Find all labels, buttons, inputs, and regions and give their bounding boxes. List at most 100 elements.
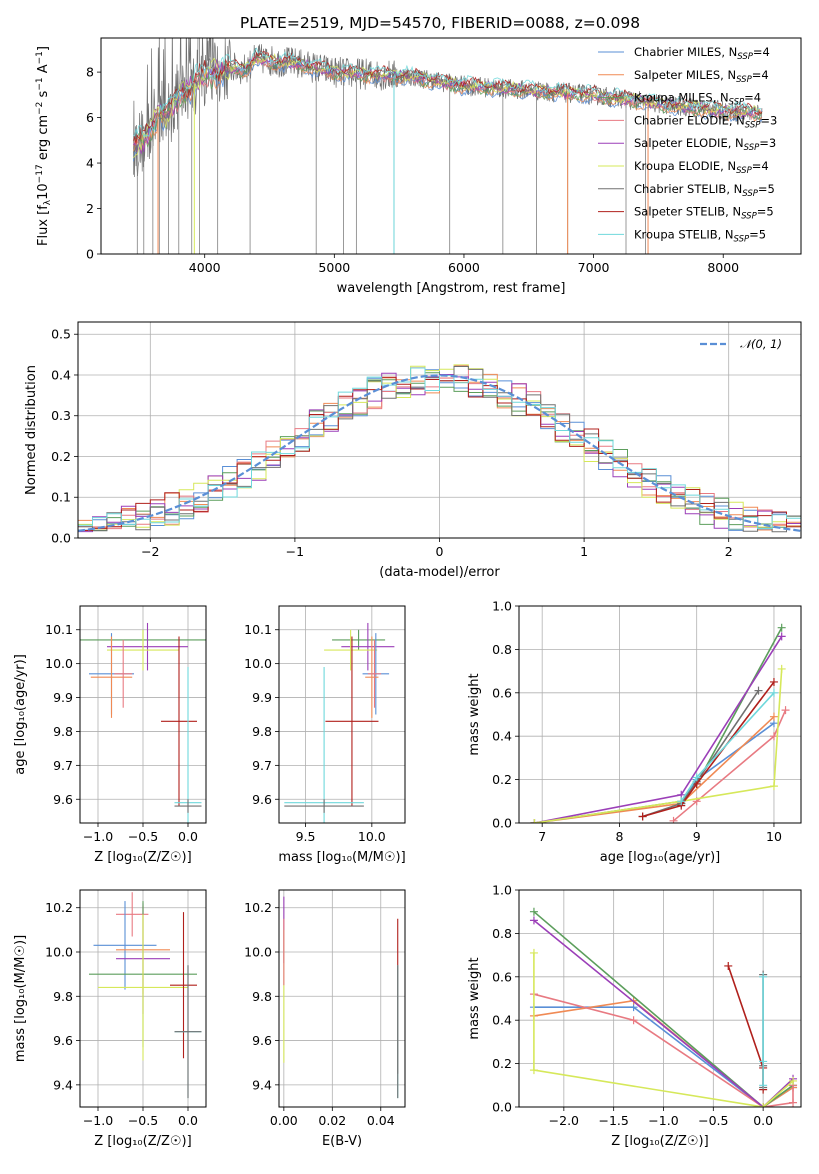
y-tick-label: 0.4: [492, 1013, 512, 1028]
model-spectrum-line: [133, 55, 763, 153]
legend-entry: 𝒩(0, 1): [740, 337, 782, 351]
spectrum-frame: [100, 37, 802, 255]
x-tick-label: 8: [615, 829, 623, 844]
y-tick-label: 10.2: [45, 900, 73, 915]
y-tick-label: 9.9: [53, 690, 73, 705]
y-tick-label: 9.8: [252, 989, 272, 1004]
series-marker: [769, 712, 778, 721]
y-tick-label: 0.5: [51, 327, 71, 342]
y-tick-label: 10.0: [244, 656, 272, 671]
y-axis-label-part: s: [36, 90, 51, 101]
series-marker: [529, 907, 538, 916]
series-marker: [638, 812, 647, 821]
errorbar-point: [90, 636, 133, 718]
legend-subscript: SSP: [737, 52, 753, 62]
mass-vs-Z-plot: [89, 892, 202, 1099]
x-tick-label: 0.00: [270, 1113, 298, 1128]
series-marker: [529, 916, 538, 925]
series-marker: [759, 1103, 768, 1107]
y-tick-label: 10.2: [244, 900, 272, 915]
legend-entry: Chabrier MILES, NSSP=4: [634, 45, 770, 62]
age-vs-mass-grid: [279, 606, 405, 823]
legend-nssp: =4: [752, 68, 769, 82]
y-tick-label: 0.2: [492, 1056, 512, 1071]
series-marker: [759, 1081, 768, 1090]
mass-vs-EBV-frame-group: 0.00 0.02 0.04 9.4 9.6 9.8 10.0 10.2 E(B-V): [244, 889, 406, 1149]
legend-subscript: SSP: [741, 212, 757, 222]
legend-series-name: Chabrier MILES, N: [634, 45, 737, 59]
y-tick-label: 0.4: [51, 367, 71, 382]
errorbar-point: [107, 629, 179, 671]
y-tick-label: 0: [86, 247, 94, 262]
series-line: [534, 635, 783, 823]
y-tick-label: 10.0: [244, 945, 272, 960]
series-line: [533, 911, 794, 1107]
x-tick-label: 10.0: [358, 829, 386, 844]
errorbar-point: [174, 799, 202, 813]
y-axis-label: mass weight: [467, 673, 482, 755]
series-marker: [769, 688, 778, 697]
legend-entry: Chabrier STELIB, NSSP=5: [634, 182, 775, 199]
series-line: [533, 952, 794, 1107]
y-tick-label: 0.2: [492, 772, 512, 787]
y-axis-label-part: −2: [35, 102, 45, 115]
y-tick-label: 10.1: [244, 622, 272, 637]
massweight-vs-Z-frame-group: −2.0 −1.5 −1.0 −0.5 0.0 0.0 0.2 0.4 0.6 0.8 1.0 Z […: [467, 883, 802, 1149]
errorbar-point: [284, 799, 364, 813]
y-axis-label-part: λ: [43, 199, 53, 205]
x-tick-label: 7: [538, 829, 546, 844]
legend-series-name: Kroupa ELODIE, N: [634, 159, 736, 173]
age-vs-mass-frame: [278, 605, 406, 824]
y-axis-label: mass weight: [467, 957, 482, 1039]
massweight-vs-age-frame-group: 7 8 9 10 0.0 0.2 0.4 0.6 0.8 1.0 age [log₁₀(age/yr…: [467, 599, 802, 865]
y-axis-label-part: erg cm: [36, 115, 51, 164]
y-axis-label-part: −1: [35, 51, 45, 64]
y-tick-label: 9.4: [252, 1077, 272, 1092]
errorbar-point: [114, 639, 133, 708]
histogram-step: [78, 364, 801, 530]
y-tick-label: 9.8: [53, 989, 73, 1004]
massweight-vs-Z-plot: [529, 907, 798, 1107]
gaussian-curve: [78, 374, 801, 532]
legend-entry: Salpeter MILES, NSSP=4: [634, 68, 769, 85]
x-axis-label: wavelength [Angstrom, rest frame]: [337, 281, 566, 296]
x-tick-label: 4000: [189, 260, 221, 275]
legend-subscript: SSP: [736, 166, 752, 176]
series-marker: [692, 773, 701, 782]
x-tick-label: −1.0: [83, 1113, 113, 1128]
series-marker: [769, 782, 778, 791]
y-axis-label-part: Flux [f: [36, 205, 51, 246]
massweight-vs-Z-frame: [518, 889, 802, 1108]
errorbar-point: [161, 636, 197, 807]
x-tick-label: −2.0: [549, 1113, 579, 1128]
y-tick-label: 0.3: [51, 408, 71, 423]
errorbar-point: [98, 914, 188, 1061]
series-marker: [669, 816, 678, 823]
errorbar-point: [174, 965, 202, 1099]
massweight-vs-age-grid: [519, 605, 801, 824]
y-tick-label: 0.8: [492, 642, 512, 657]
series-marker: [759, 972, 768, 981]
x-tick-label: −1.5: [598, 1113, 628, 1128]
spectrum-plot: [133, 38, 763, 254]
series-marker: [754, 686, 763, 695]
errorbar-point: [170, 912, 197, 1059]
series-marker: [777, 664, 786, 673]
y-axis-label-part: ]: [36, 46, 51, 51]
y-tick-label: 0.2: [51, 449, 71, 464]
mass-vs-EBV-frame: [278, 889, 406, 1108]
x-tick-label: 5000: [318, 260, 350, 275]
legend-series-name: Chabrier ELODIE, N: [634, 113, 745, 127]
legend-subscript: SSP: [736, 75, 752, 85]
y-tick-label: 9.8: [252, 724, 272, 739]
series-line: [727, 965, 764, 1090]
residuals-axes: −2 −1 0 1 2 0.0 0.1 0.2 0.3 0.4 0.5 (data-model)/er…: [24, 321, 802, 580]
x-axis-label: (data-model)/error: [379, 565, 500, 580]
massweight-vs-Z-axes: −2.0 −1.5 −1.0 −0.5 0.0 0.0 0.2 0.4 0.6 0.8 1.0 Z […: [467, 883, 802, 1149]
model-spectrum-line: [133, 47, 763, 138]
legend-entry: Kroupa ELODIE, NSSP=4: [634, 159, 769, 176]
legend-nssp: =5: [758, 182, 775, 196]
x-axis-label: mass [log₁₀(M/M☉)]: [278, 850, 405, 865]
